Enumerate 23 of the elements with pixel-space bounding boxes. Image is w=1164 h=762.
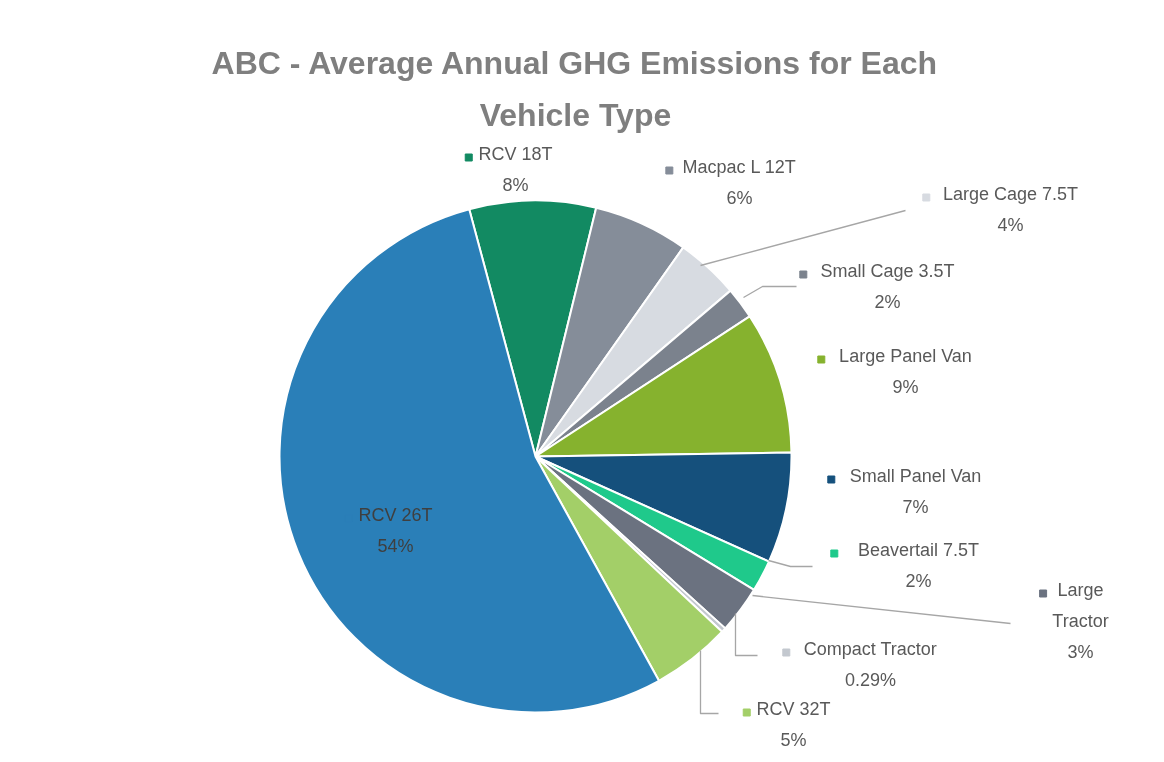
legend-label: Large Cage 7.5T xyxy=(942,183,1079,204)
data-label: 5% xyxy=(780,729,807,750)
legend-label: RCV 18T xyxy=(478,143,553,164)
legend-label: Large Tractor xyxy=(1052,579,1109,631)
data-label: 54% xyxy=(377,535,414,556)
data-label: 8% xyxy=(502,174,529,195)
data-label: 7% xyxy=(902,496,929,517)
data-label: 2% xyxy=(874,291,901,312)
chart-title: ABC - Average Annual GHG Emissions for Each Vehicle Type xyxy=(211,44,938,133)
legend-label: Large Panel Van xyxy=(839,345,972,366)
slice-label: RCV 26T xyxy=(358,504,433,525)
data-label: 0.29% xyxy=(844,669,897,690)
legend-label: Beavertail 7.5T xyxy=(857,539,980,560)
legend-label: Small Cage 3.5T xyxy=(820,260,955,281)
legend-label: Compact Tractor xyxy=(803,638,937,659)
data-label: 4% xyxy=(997,214,1024,235)
legend-label: RCV 32T xyxy=(756,698,831,719)
data-label: 6% xyxy=(726,187,753,208)
legend-label: Macpac L 12T xyxy=(682,156,796,177)
data-label: 3% xyxy=(1067,641,1094,662)
legend-label: Small Panel Van xyxy=(849,465,982,486)
data-label: 2% xyxy=(905,570,932,591)
data-label: 9% xyxy=(892,376,919,397)
